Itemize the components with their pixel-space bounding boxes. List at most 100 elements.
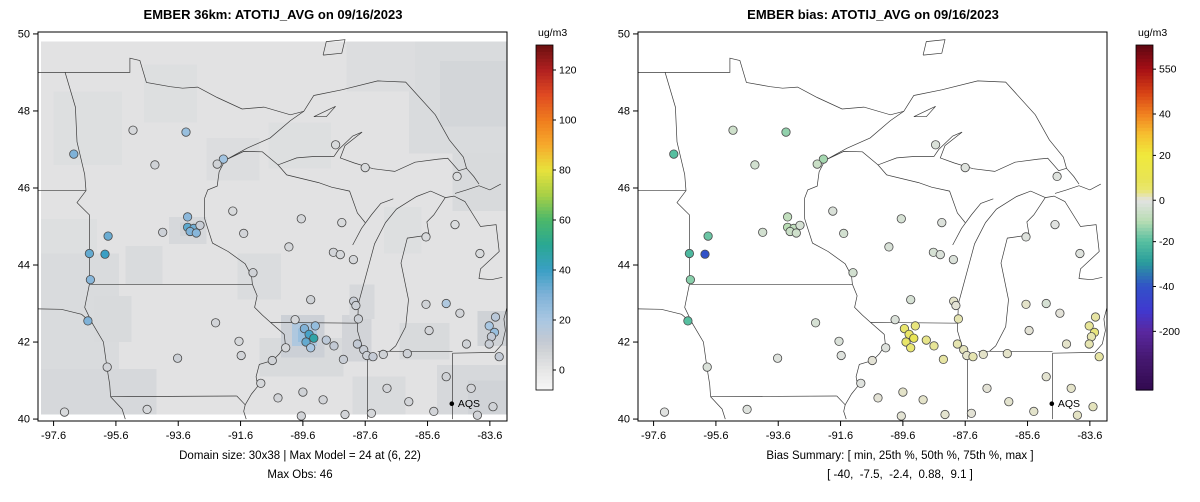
- x-tick-label: -91.6: [228, 430, 253, 442]
- colorbar-segment: [536, 214, 553, 219]
- station-marker: [281, 343, 291, 353]
- colorbar-segment: [536, 55, 553, 60]
- colorbar-segment: [536, 314, 553, 319]
- colorbar-segment: [1136, 210, 1153, 215]
- model-raster-cell: [383, 207, 422, 254]
- state-boundary-line: [454, 183, 501, 194]
- colorbar-segment: [1136, 338, 1153, 343]
- colorbar-segment: [536, 289, 553, 294]
- colorbar-segment: [1136, 176, 1153, 181]
- colorbar-segment: [536, 131, 553, 136]
- model-raster-cell: [346, 41, 416, 92]
- station-marker: [484, 321, 494, 331]
- colorbar-segment: [536, 369, 553, 374]
- colorbar-segment: [1136, 120, 1153, 125]
- colorbar-segment: [536, 248, 553, 253]
- station-marker: [952, 339, 962, 349]
- colorbar-segment: [1136, 341, 1153, 346]
- colorbar-segment: [536, 48, 553, 53]
- station-marker: [906, 343, 916, 353]
- bias-caption-line1: Bias Summary: [ min, 25th %, 50th %, 75t…: [766, 450, 1034, 462]
- station-marker: [102, 362, 112, 372]
- station-marker: [484, 339, 494, 349]
- state-boundary-line: [1094, 307, 1107, 353]
- station-marker: [69, 149, 79, 159]
- model-raster-cell: [352, 376, 406, 415]
- colorbar-segment: [1136, 158, 1153, 163]
- colorbar-segment: [536, 241, 553, 246]
- colorbar-segment: [536, 86, 553, 91]
- colorbar-segment: [536, 96, 553, 101]
- colorbar-title: ug/m3: [1138, 27, 1167, 39]
- colorbar-segment: [1136, 117, 1153, 122]
- colorbar-tick-label: 40: [1159, 109, 1171, 121]
- colorbar-border: [535, 44, 554, 391]
- colorbar-segment: [536, 386, 553, 391]
- state-boundary-line: [1052, 352, 1095, 354]
- colorbar-segment: [536, 179, 553, 184]
- y-tick-label: 46: [618, 182, 630, 194]
- x-tick-label: -95.6: [703, 430, 728, 442]
- colorbar-segment: [1136, 214, 1153, 219]
- aqs-legend-label: AQS: [1058, 398, 1080, 410]
- state-boundary-line: [664, 72, 690, 285]
- colorbar-segment: [1136, 334, 1153, 339]
- station-marker: [1055, 308, 1065, 318]
- colorbar-segment: [1136, 79, 1153, 84]
- x-tick-label: -87.6: [353, 430, 378, 442]
- bias-caption-line2: [ -40, -7.5, -2.4, 0.88, 9.1 ]: [827, 469, 973, 481]
- station-marker: [1090, 312, 1101, 322]
- model-map-canvas: AQS -97.6 -95.6 -93.6 -91.6 -89.6 -87.6 -85.6 -8…: [17, 27, 577, 442]
- model-raster-cell: [94, 295, 132, 342]
- station-marker: [1021, 232, 1031, 242]
- station-marker: [142, 404, 152, 414]
- colorbar-title: ug/m3: [538, 27, 567, 39]
- colorbar-segment: [1136, 93, 1153, 98]
- station-marker: [1041, 372, 1051, 382]
- colorbar-segment: [1136, 279, 1153, 284]
- state-boundary-line: [224, 80, 467, 172]
- station-marker: [828, 206, 838, 216]
- station-marker: [212, 159, 222, 169]
- colorbar-segment: [536, 145, 553, 150]
- station-marker: [173, 353, 183, 363]
- colorbar-segment: [1136, 355, 1153, 360]
- state-boundary-line: [922, 39, 946, 56]
- station-marker: [466, 383, 476, 393]
- station-marker: [461, 339, 472, 349]
- colorbar-segment: [536, 210, 553, 215]
- station-marker: [296, 411, 306, 421]
- colorbar-segment: [1136, 127, 1153, 132]
- state-boundary-line: [494, 307, 507, 353]
- station-marker: [896, 214, 906, 224]
- colorbar-segment: [536, 93, 553, 98]
- colorbar-segment: [1136, 55, 1153, 60]
- colorbar-tick-label: 20: [559, 315, 571, 327]
- colorbar-segment: [1136, 269, 1153, 274]
- colorbar-segment: [1136, 196, 1153, 201]
- bias-map-canvas: AQS -97.6 -95.6 -93.6 -91.6 -89.6 -87.6 -85.6 -8…: [600, 0, 1200, 502]
- station-marker: [1066, 383, 1076, 393]
- station-marker: [910, 321, 920, 331]
- colorbar-segment: [1136, 224, 1153, 229]
- colorbar-segment: [1136, 321, 1153, 326]
- colorbar-segment: [536, 272, 553, 277]
- x-tick-label: -91.6: [828, 430, 853, 442]
- colorbar-segment: [1136, 300, 1153, 305]
- state-boundary-line: [952, 198, 994, 246]
- colorbar-segment: [536, 258, 553, 263]
- colorbar-segment: [1136, 203, 1153, 208]
- colorbar-segment: [536, 103, 553, 108]
- colorbar-tick-label: -40: [1159, 281, 1174, 293]
- state-boundary-line: [913, 105, 936, 118]
- station-marker: [494, 352, 504, 362]
- state-boundary-line: [877, 164, 966, 223]
- colorbar-segment: [1136, 217, 1153, 222]
- station-marker: [1094, 352, 1104, 362]
- colorbar-segment: [1136, 293, 1153, 298]
- colorbar-segment: [536, 158, 553, 163]
- state-boundary-line: [1054, 183, 1101, 194]
- station-marker: [290, 315, 300, 325]
- colorbar-tick-label: -20: [1159, 236, 1174, 248]
- station-marker: [953, 314, 963, 324]
